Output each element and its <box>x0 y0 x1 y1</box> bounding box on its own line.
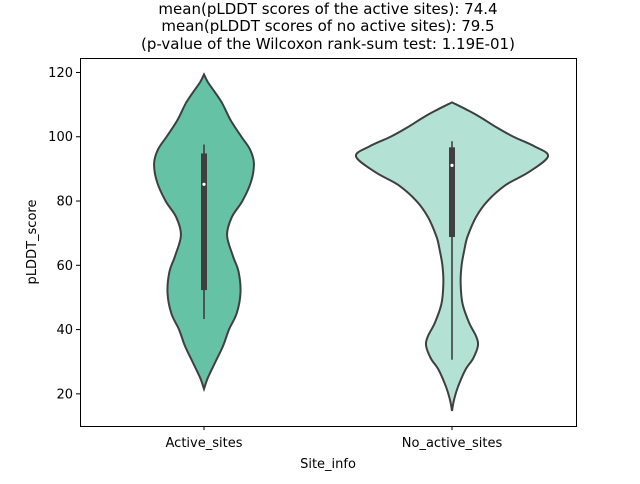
y-axis-label: pLDDT_score <box>25 200 40 285</box>
x-tick-label: Active_sites <box>166 436 243 451</box>
y-tick-label: 100 <box>48 130 73 145</box>
x-tick-label: No_active_sites <box>402 436 503 451</box>
y-tick-label: 80 <box>56 195 73 210</box>
chart-title: mean(pLDDT scores of the active sites): … <box>141 0 515 53</box>
x-axis-label: Site_info <box>300 457 356 472</box>
title-line-2: mean(pLDDT scores of no active sites): 7… <box>161 17 494 35</box>
iqr-box <box>201 153 207 291</box>
y-axis: 20 40 60 80 100 120 <box>48 66 80 402</box>
y-tick-label: 120 <box>48 66 73 81</box>
iqr-box <box>449 147 455 238</box>
title-line-1: mean(pLDDT scores of the active sites): … <box>158 0 497 18</box>
title-line-3: (p-value of the Wilcoxon rank-sum test: … <box>141 35 515 53</box>
y-tick-label: 60 <box>56 259 73 274</box>
median-point <box>450 163 454 167</box>
median-point <box>202 182 206 186</box>
x-axis: Active_sites No_active_sites <box>166 426 503 451</box>
violins-layer <box>153 72 550 412</box>
y-tick-label: 20 <box>56 387 73 402</box>
plot-frame <box>80 58 577 427</box>
y-tick-label: 40 <box>56 323 73 338</box>
